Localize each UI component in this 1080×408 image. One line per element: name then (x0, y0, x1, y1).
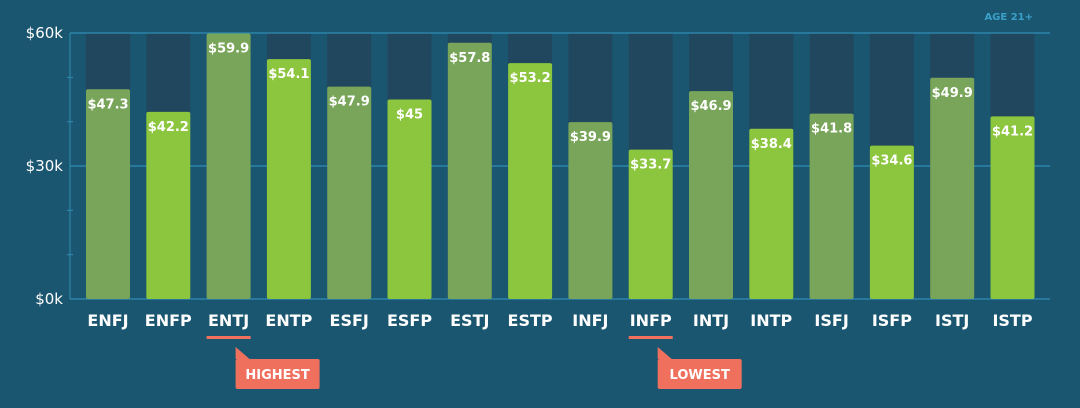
x-tick-label: INFJ (572, 311, 608, 330)
bar (689, 91, 733, 300)
data-label: $45 (396, 108, 423, 123)
x-tick-label: ESTP (508, 311, 553, 330)
x-tick-label: INTP (750, 311, 792, 330)
data-label: $39.9 (570, 130, 611, 145)
data-label: $41.8 (811, 122, 852, 137)
data-label: $57.8 (449, 51, 490, 66)
data-label: $33.7 (630, 158, 671, 173)
bar (387, 99, 432, 299)
data-label: $41.2 (992, 124, 1033, 139)
x-tick-label: ENTP (265, 311, 312, 330)
y-tick-label: $0k (35, 290, 63, 308)
callout-box (235, 359, 320, 389)
callout-underline (206, 336, 251, 339)
x-tick-label: ESTJ (450, 311, 489, 330)
bar (508, 63, 553, 299)
callout-box (657, 359, 742, 389)
bar (266, 59, 311, 300)
data-label: $53.2 (510, 71, 551, 86)
x-axis: ENFJ ENFP ENTJ ENTP ESFJ ESFP ESTJ ESTP INFJ INFP… (87, 311, 1032, 330)
callout-label: HIGHEST (245, 368, 310, 383)
y-tick-label: $60k (26, 24, 64, 42)
bar (146, 111, 191, 299)
x-tick-label: INFP (630, 311, 672, 330)
callout-pointer (657, 347, 672, 359)
bar (206, 33, 251, 300)
x-tick-label: INTJ (693, 311, 729, 330)
data-label: $38.4 (751, 137, 792, 152)
callout-pointer (235, 347, 250, 359)
x-tick-label: ISTP (992, 311, 1032, 330)
bar (86, 89, 130, 299)
callout-label: LOWEST (670, 368, 730, 383)
data-label: $59.9 (208, 41, 249, 56)
bar (628, 149, 673, 299)
callouts: HIGHEST LOWEST (206, 336, 742, 389)
data-label: $47.3 (87, 97, 128, 112)
x-tick-label: ENFJ (87, 311, 128, 330)
x-tick-label: ENTJ (208, 311, 249, 330)
bar (327, 86, 372, 299)
x-tick-label: ISFJ (814, 311, 848, 330)
bars: $47.3 $42.2 $59.9 $54.1 $47.9 $45 $57.8 $53.2 $3… (86, 33, 1035, 300)
data-label: $49.9 (932, 86, 973, 101)
bar (749, 128, 794, 299)
data-label: $54.1 (268, 67, 309, 82)
bar (990, 116, 1035, 299)
bar (869, 145, 914, 299)
y-axis: $0k $30k $60k (26, 24, 73, 308)
x-tick-label: ESFP (387, 311, 432, 330)
y-tick-label: $30k (26, 157, 64, 175)
data-label: $47.9 (329, 95, 370, 110)
x-tick-label: ESFJ (330, 311, 369, 330)
x-tick-label: ISTJ (935, 311, 969, 330)
data-label: $42.2 (148, 120, 189, 135)
data-label: $46.9 (690, 99, 731, 114)
callout-underline (628, 336, 673, 339)
bar (809, 113, 854, 299)
data-label: $34.6 (871, 154, 912, 169)
x-tick-label: ENFP (145, 311, 192, 330)
x-tick-label: ISFP (872, 311, 912, 330)
bar (447, 42, 492, 300)
bar (568, 122, 613, 299)
age-note: AGE 21+ (984, 12, 1033, 23)
bar (930, 77, 975, 299)
